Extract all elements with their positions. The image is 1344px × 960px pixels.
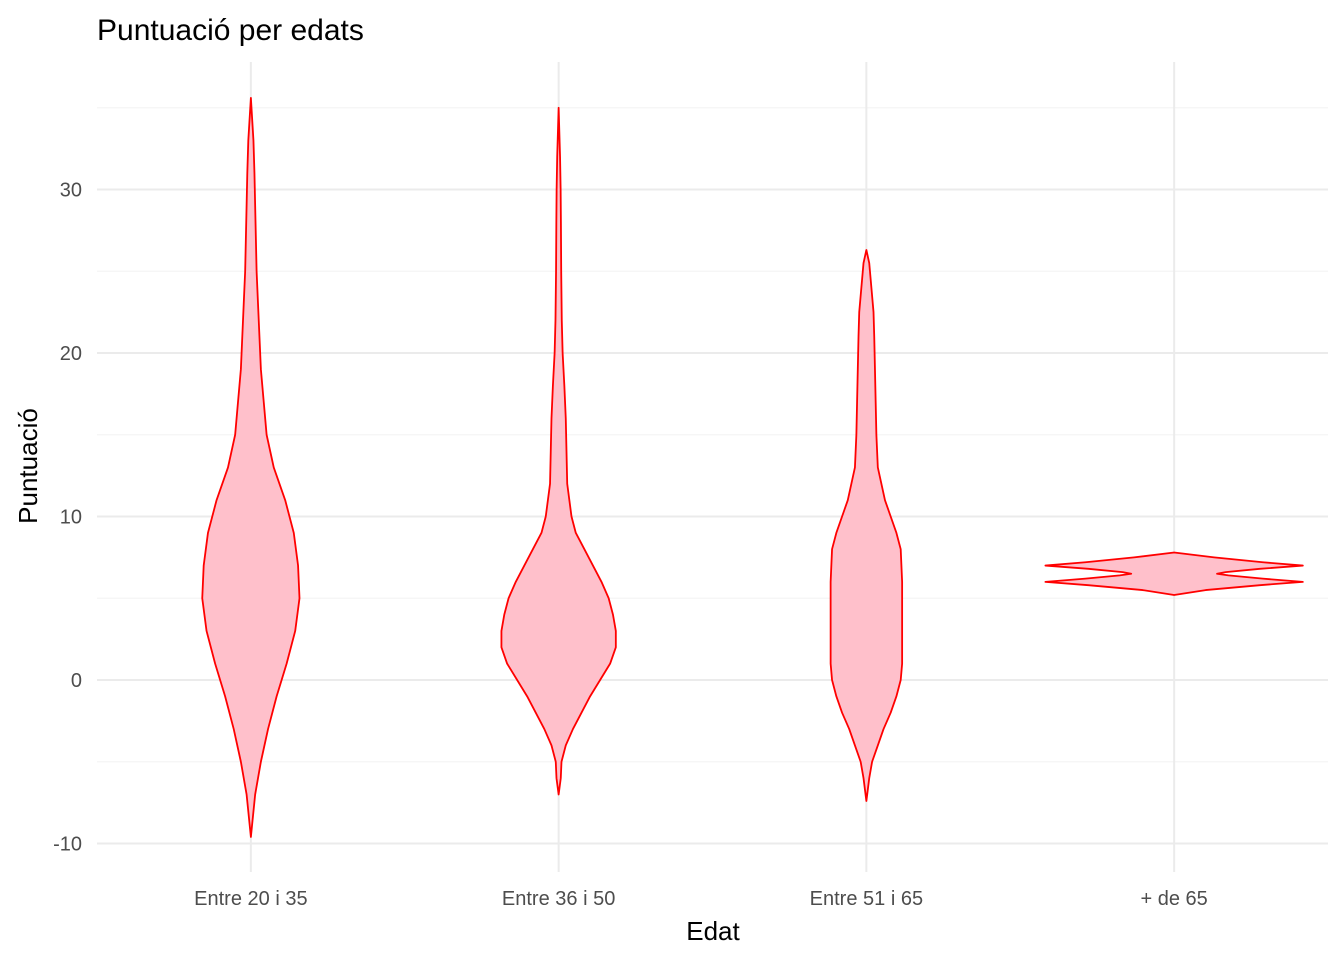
gridlines	[97, 62, 1328, 872]
violin-0	[201, 97, 301, 838]
violins	[201, 97, 1304, 838]
x-tick-label: Entre 51 i 65	[810, 888, 923, 910]
x-tick-label: + de 65	[1140, 888, 1207, 910]
violin-2	[829, 249, 904, 802]
y-tick-label: 20	[60, 343, 82, 365]
violin-3	[1044, 551, 1304, 596]
y-tick-label: -10	[53, 834, 82, 856]
y-tick-label: 10	[60, 507, 82, 529]
y-tick-label: 30	[60, 180, 82, 202]
x-axis-title: Edat	[686, 916, 740, 946]
y-axis-title: Puntuació	[13, 408, 43, 524]
x-tick-label: Entre 36 i 50	[502, 888, 615, 910]
chart-title: Puntuació per edats	[97, 14, 364, 47]
y-tick-label: 0	[71, 670, 82, 692]
x-tick-label: Entre 20 i 35	[194, 888, 307, 910]
y-tick-labels: -10 0 10 20 30	[53, 180, 82, 856]
x-tick-labels: Entre 20 i 35 Entre 36 i 50 Entre 51 i 65 +…	[194, 888, 1208, 910]
violin-1	[500, 106, 617, 796]
